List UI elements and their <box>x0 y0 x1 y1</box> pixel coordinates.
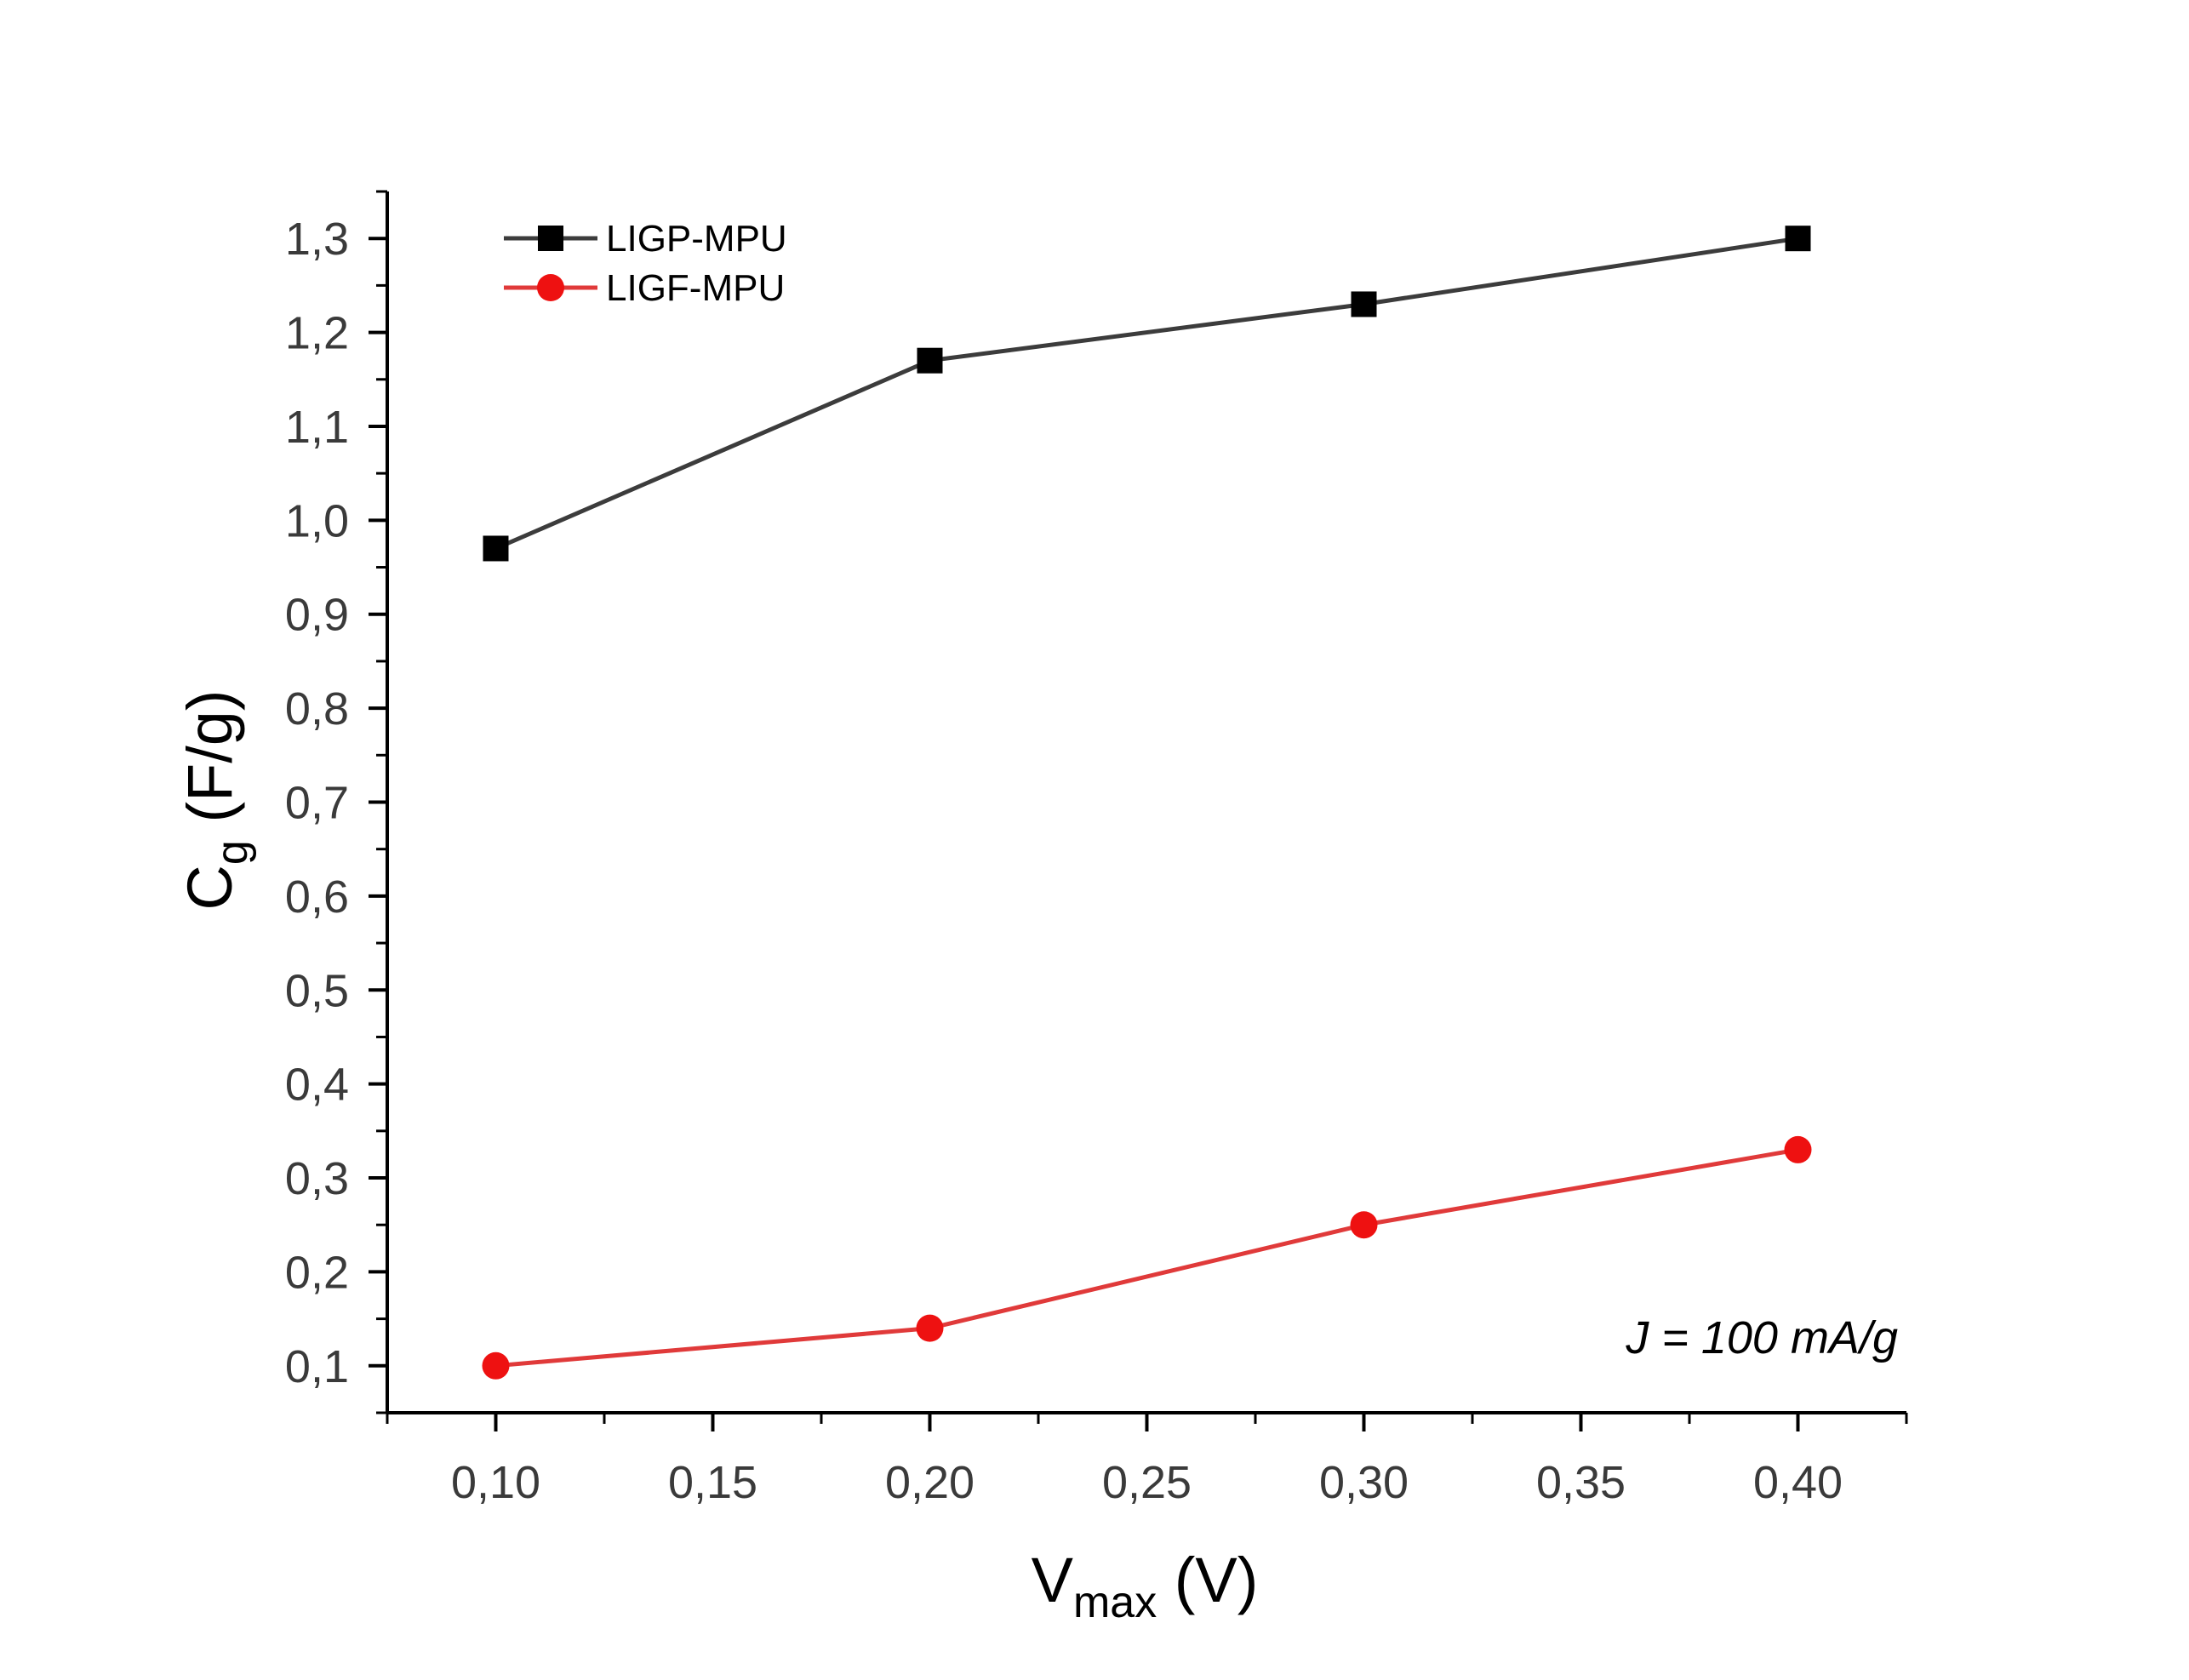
axes: 0,10 0,15 0,20 0,25 0,30 0,35 0,40 0,1 0,2 0,3 0,4… <box>285 190 1908 1508</box>
axis-title-unit: (V) <box>1157 1545 1258 1615</box>
y-tick-label: 0,5 <box>285 965 349 1016</box>
y-tick-label: 1,1 <box>285 402 349 453</box>
y-tick-label: 1,0 <box>285 495 349 546</box>
axis-title-unit: (F/g) <box>174 689 245 840</box>
data-point <box>917 347 943 374</box>
y-tick-label: 0,9 <box>285 590 349 641</box>
y-tick-label: 0,3 <box>285 1153 349 1204</box>
y-tick-label: 0,6 <box>285 871 349 923</box>
data-point <box>1350 1211 1378 1239</box>
x-tick-label: 0,10 <box>451 1457 540 1508</box>
current-density-annotation: J = 100 mA/g <box>1625 1312 1898 1363</box>
legend-label: LIGP-MPU <box>606 218 787 260</box>
axis-title-subscript: g <box>208 840 257 865</box>
series-line <box>494 236 1798 551</box>
x-tick-label: 0,35 <box>1536 1457 1626 1508</box>
legend: LIGP-MPU LIGF-MPU <box>504 218 787 309</box>
axis-title-main: V <box>1032 1545 1074 1615</box>
data-point <box>1785 226 1811 252</box>
data-point <box>916 1314 944 1342</box>
data-point <box>1784 1135 1812 1163</box>
x-tick-label: 0,40 <box>1753 1457 1843 1508</box>
x-axis-title: Vmax (V) <box>1032 1545 1259 1627</box>
axis-title-main: C <box>174 865 245 910</box>
data-point <box>1351 291 1377 317</box>
y-tick-label: 1,2 <box>285 308 349 359</box>
y-tick-label: 0,7 <box>285 778 349 829</box>
data-point <box>482 1351 510 1380</box>
x-tick-label: 0,30 <box>1319 1457 1409 1508</box>
legend-item: LIGF-MPU <box>504 267 785 309</box>
y-axis-title: Cg (F/g) <box>174 689 257 910</box>
legend-marker <box>537 274 564 301</box>
legend-label: LIGF-MPU <box>606 267 785 309</box>
data-point <box>483 535 509 562</box>
series-ligp-mpu <box>483 226 1811 562</box>
axis-title-subscript: max <box>1073 1578 1157 1627</box>
legend-item: LIGP-MPU <box>504 218 787 260</box>
y-tick-label: 0,4 <box>285 1060 349 1111</box>
y-tick-label: 0,8 <box>285 683 349 734</box>
x-tick-label: 0,20 <box>885 1457 974 1508</box>
x-tick-label: 0,25 <box>1102 1457 1192 1508</box>
series-ligf-mpu <box>482 1135 1812 1380</box>
y-tick-label: 1,3 <box>285 214 349 265</box>
legend-marker <box>538 226 563 251</box>
y-tick-label: 0,2 <box>285 1247 349 1298</box>
series-line <box>495 1147 1798 1369</box>
x-tick-label: 0,15 <box>668 1457 757 1508</box>
y-tick-label: 0,1 <box>285 1341 349 1392</box>
plot-area <box>482 226 1812 1380</box>
